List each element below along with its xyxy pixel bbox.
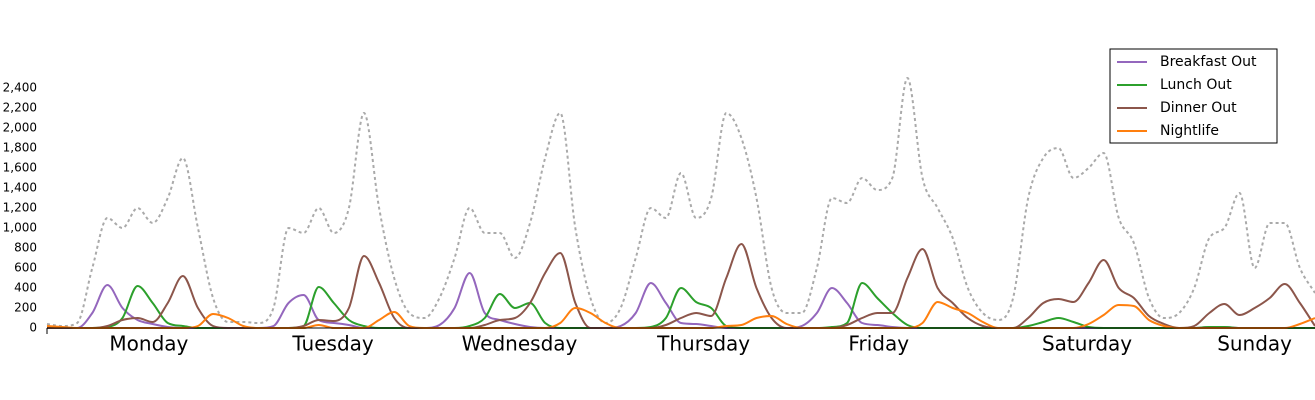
y-tick-label: 2,400 [3,81,37,95]
y-tick-label: 2,200 [3,101,37,115]
legend-box [1109,48,1278,144]
y-tick-label: 400 [14,281,37,295]
legend-label: Lunch Out [1160,77,1232,93]
y-tick-label: 0 [29,321,37,335]
legend-label: Nightlife [1160,123,1219,139]
y-tick-label: 1,800 [3,141,37,155]
legend-label: Breakfast Out [1160,54,1257,70]
y-tick-label: 600 [14,261,37,275]
y-tick-label: 1,400 [3,181,37,195]
y-tick-label: 1,000 [3,221,37,235]
x-tick-label: Sunday [1217,332,1292,356]
y-tick-label: 1,200 [3,201,37,215]
x-tick-label: Friday [848,332,909,356]
y-tick-label: 800 [14,241,37,255]
series-line [46,300,1315,329]
y-tick-label: 200 [14,301,37,315]
y-tick-label: 1,600 [3,161,37,175]
legend-label: Dinner Out [1160,100,1237,116]
x-tick-label: Thursday [656,332,750,356]
series-line [47,242,1315,330]
x-tick-label: Tuesday [291,332,374,356]
total-line [46,76,1315,328]
y-tick-label: 2,000 [3,121,37,135]
x-tick-label: Monday [109,332,188,356]
x-tick-label: Wednesday [462,332,578,356]
x-tick-label: Saturday [1042,332,1132,356]
series-line [47,271,1315,329]
